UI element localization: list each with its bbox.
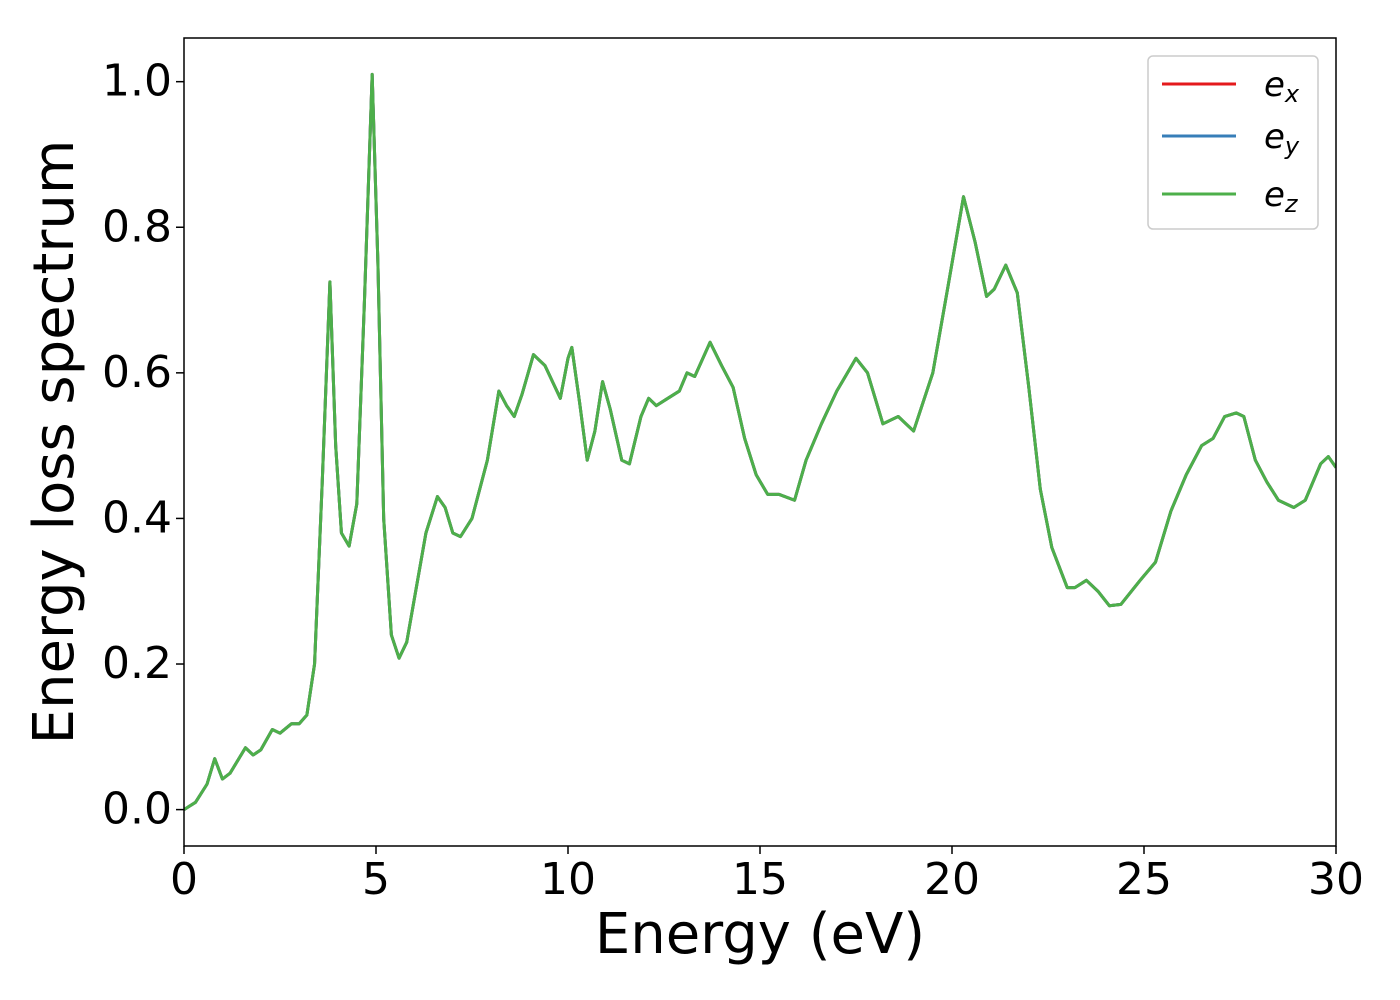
- x-tick-label: 0: [170, 854, 198, 905]
- y-tick-label: 1.0: [102, 56, 172, 107]
- y-tick-label: 0.4: [102, 492, 172, 543]
- plot-frame: [183, 37, 1337, 847]
- x-tick-label: 30: [1308, 854, 1364, 905]
- y-tick-label: 0.2: [102, 638, 172, 689]
- legend-box: [1147, 55, 1319, 230]
- legend-label: ez: [1264, 175, 1299, 219]
- x-tick-label: 5: [362, 854, 390, 905]
- x-axis-label: Energy (eV): [595, 902, 925, 967]
- line-series: [184, 72, 1336, 811]
- legend-label: ey: [1264, 117, 1300, 161]
- y-axis-label: Energy loss spectrum: [22, 140, 87, 745]
- y-tick-label: 0.8: [102, 201, 172, 252]
- x-tick-label: 25: [1116, 854, 1172, 905]
- y-tick-label: 0.0: [102, 784, 172, 835]
- x-tick-label: 20: [924, 854, 980, 905]
- y-tick-label: 0.6: [102, 347, 172, 398]
- x-tick-label: 15: [732, 854, 788, 905]
- legend-label: ex: [1264, 65, 1300, 109]
- x-tick-label: 10: [540, 854, 596, 905]
